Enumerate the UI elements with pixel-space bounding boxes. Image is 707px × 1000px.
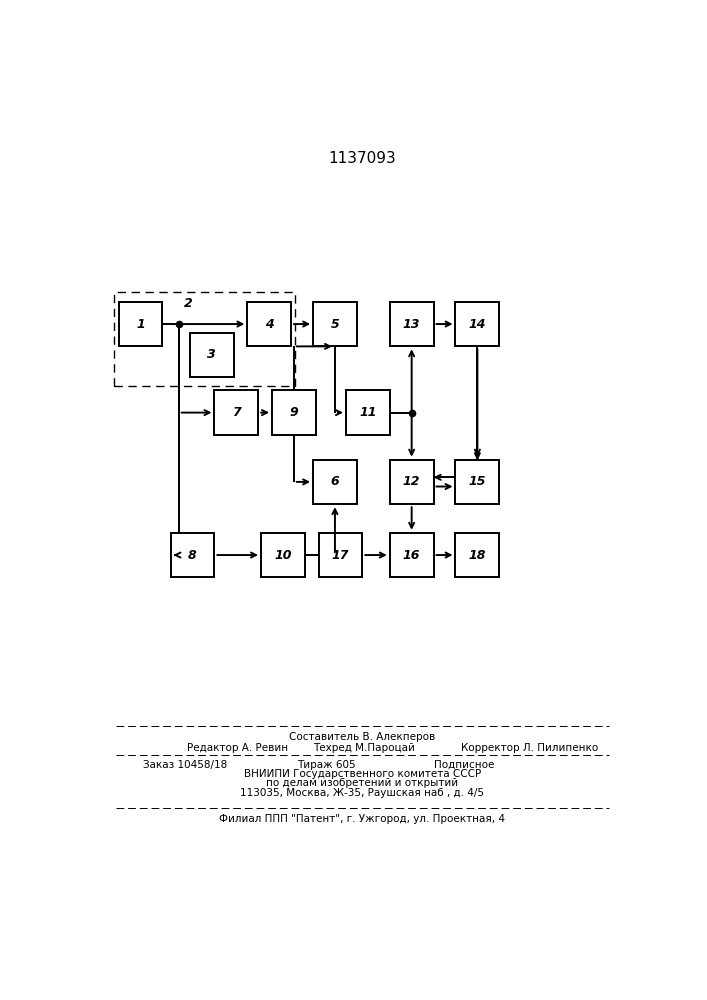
Text: Филиал ППП "Патент", г. Ужгород, ул. Проектная, 4: Филиал ППП "Патент", г. Ужгород, ул. Про… [219, 814, 506, 824]
Text: 10: 10 [274, 549, 292, 562]
Text: 1137093: 1137093 [329, 151, 396, 166]
Text: 113035, Москва, Ж-35, Раушская наб , д. 4/5: 113035, Москва, Ж-35, Раушская наб , д. … [240, 788, 484, 798]
Text: Корректор Л. Пилипенко: Корректор Л. Пилипенко [461, 743, 598, 753]
Text: 12: 12 [403, 475, 421, 488]
Bar [261, 533, 305, 577]
Text: 3: 3 [207, 348, 216, 361]
Bar [313, 460, 357, 504]
Text: 17: 17 [332, 549, 349, 562]
Text: 6: 6 [331, 475, 339, 488]
Bar [455, 460, 499, 504]
Bar [390, 460, 433, 504]
Text: 8: 8 [188, 549, 197, 562]
Bar [346, 390, 390, 435]
Text: по делам изобретений и открытий: по делам изобретений и открытий [267, 778, 458, 788]
Bar [189, 333, 233, 377]
Bar [455, 302, 499, 346]
Text: Составитель В. Алекперов: Составитель В. Алекперов [289, 732, 436, 742]
Bar [170, 533, 214, 577]
Text: 16: 16 [403, 549, 421, 562]
Text: 18: 18 [469, 549, 486, 562]
Bar [272, 390, 316, 435]
Text: 13: 13 [403, 318, 421, 331]
Text: ВНИИПИ Государственного комитета СССР: ВНИИПИ Государственного комитета СССР [244, 769, 481, 779]
Bar [114, 292, 296, 386]
Bar [390, 302, 433, 346]
Bar [390, 533, 433, 577]
Text: Редактор А. Ревин: Редактор А. Ревин [187, 743, 288, 753]
Text: 1: 1 [136, 318, 145, 331]
Text: 9: 9 [289, 406, 298, 419]
Text: Подписное: Подписное [433, 760, 494, 770]
Bar [313, 302, 357, 346]
Text: 7: 7 [232, 406, 240, 419]
Text: 14: 14 [469, 318, 486, 331]
Text: 5: 5 [331, 318, 339, 331]
Text: 4: 4 [265, 318, 274, 331]
Bar [247, 302, 291, 346]
Bar [455, 533, 499, 577]
Bar [214, 390, 258, 435]
Text: 15: 15 [469, 475, 486, 488]
Text: 2: 2 [185, 297, 193, 310]
Text: Техред М.Пароцай: Техред М.Пароцай [313, 743, 415, 753]
Bar [119, 302, 163, 346]
Text: 11: 11 [359, 406, 377, 419]
Text: Заказ 10458/18: Заказ 10458/18 [144, 760, 228, 770]
Bar [319, 533, 363, 577]
Text: Тираж 605: Тираж 605 [297, 760, 355, 770]
